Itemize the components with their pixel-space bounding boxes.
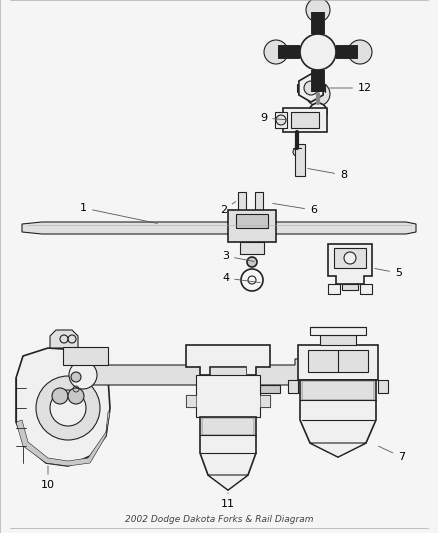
Polygon shape: [50, 330, 78, 348]
Circle shape: [71, 372, 81, 382]
Text: 2: 2: [220, 201, 236, 215]
Polygon shape: [16, 412, 110, 466]
Bar: [295, 144, 305, 176]
Circle shape: [247, 257, 257, 267]
Circle shape: [69, 361, 97, 389]
Polygon shape: [378, 380, 388, 393]
Circle shape: [276, 115, 286, 125]
Circle shape: [264, 40, 288, 64]
Text: 11: 11: [221, 493, 235, 509]
Circle shape: [300, 34, 336, 70]
Circle shape: [293, 148, 301, 156]
Polygon shape: [22, 222, 416, 234]
Text: 7: 7: [378, 446, 405, 462]
Bar: [320, 335, 356, 345]
Bar: [236, 214, 268, 228]
Text: 5: 5: [375, 268, 402, 278]
Text: 12: 12: [330, 83, 372, 93]
Circle shape: [348, 40, 372, 64]
Bar: [302, 381, 374, 400]
Bar: [334, 248, 366, 268]
Bar: [283, 108, 327, 132]
Bar: [275, 112, 287, 128]
Polygon shape: [186, 375, 270, 417]
Polygon shape: [300, 380, 376, 457]
Circle shape: [50, 390, 86, 426]
Bar: [255, 192, 263, 214]
Bar: [360, 284, 372, 294]
Circle shape: [309, 103, 327, 121]
Bar: [291, 112, 319, 128]
Text: 6: 6: [273, 204, 317, 215]
Bar: [260, 395, 270, 407]
Text: 9: 9: [260, 113, 287, 123]
Polygon shape: [208, 475, 248, 490]
Bar: [310, 327, 366, 335]
Circle shape: [344, 252, 356, 264]
Polygon shape: [186, 345, 270, 375]
Circle shape: [68, 388, 84, 404]
Polygon shape: [310, 443, 366, 457]
Bar: [202, 418, 254, 435]
Circle shape: [52, 388, 68, 404]
Bar: [240, 242, 264, 254]
Bar: [328, 284, 340, 294]
Bar: [308, 350, 368, 372]
Circle shape: [306, 0, 330, 22]
Polygon shape: [288, 380, 298, 393]
Polygon shape: [299, 74, 323, 102]
Polygon shape: [200, 417, 256, 490]
Circle shape: [306, 82, 330, 106]
Bar: [186, 395, 196, 407]
Text: 8: 8: [308, 168, 347, 180]
Polygon shape: [16, 348, 110, 466]
Circle shape: [304, 81, 318, 95]
Text: 3: 3: [222, 251, 254, 262]
Circle shape: [36, 376, 100, 440]
Text: 4: 4: [222, 273, 260, 283]
Polygon shape: [328, 244, 372, 284]
Text: 10: 10: [41, 466, 55, 490]
Text: 1: 1: [80, 203, 157, 223]
Bar: [210, 367, 246, 375]
Text: 2002 Dodge Dakota Forks & Rail Diagram: 2002 Dodge Dakota Forks & Rail Diagram: [125, 515, 313, 524]
Bar: [228, 210, 276, 242]
Bar: [342, 284, 358, 290]
Bar: [298, 345, 378, 380]
Bar: [238, 192, 246, 214]
Polygon shape: [78, 359, 315, 393]
Bar: [260, 385, 280, 393]
Polygon shape: [63, 347, 108, 365]
